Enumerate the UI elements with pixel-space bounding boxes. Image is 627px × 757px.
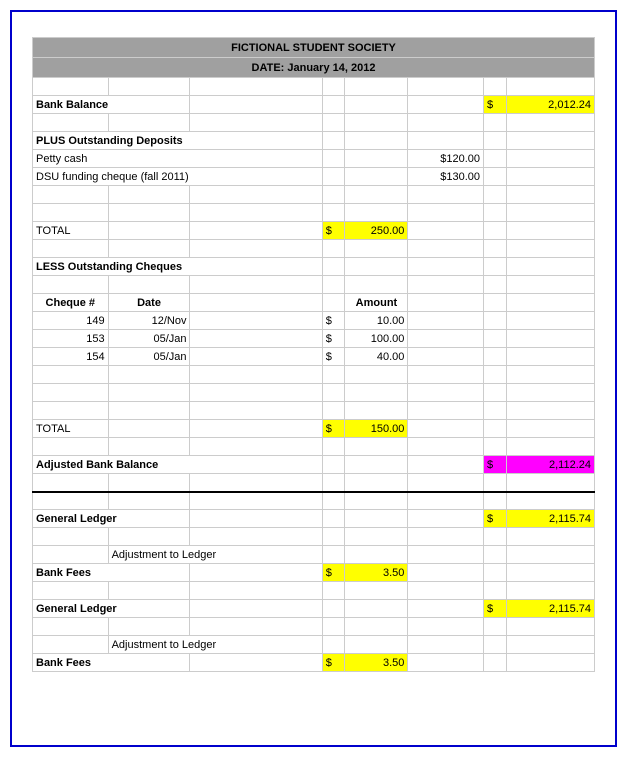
adjusted-currency: $ [484, 456, 507, 474]
blank-row [33, 114, 595, 132]
cheque-currency: $ [322, 330, 345, 348]
cheque-date: 05/Jan [108, 348, 190, 366]
ledger-label: General Ledger [33, 600, 190, 618]
cheques-heading: LESS Outstanding Cheques [33, 258, 323, 276]
spreadsheet-table: FICTIONAL STUDENT SOCIETY DATE: January … [32, 37, 595, 672]
title-cell: FICTIONAL STUDENT SOCIETY [33, 38, 595, 58]
ledger-value: 2,115.74 [506, 510, 594, 528]
bank-fees-row: Bank Fees $ 3.50 [33, 654, 595, 672]
date-row: DATE: January 14, 2012 [33, 58, 595, 78]
bank-balance-value: 2,012.24 [506, 96, 594, 114]
deposits-total-row: TOTAL $ 250.00 [33, 222, 595, 240]
ledger-currency: $ [484, 510, 507, 528]
cheque-date: 12/Nov [108, 312, 190, 330]
deposits-total-label: TOTAL [33, 222, 109, 240]
blank-row [33, 276, 595, 294]
cheque-amount: 40.00 [345, 348, 408, 366]
col-cheque-num: Cheque # [33, 294, 109, 312]
blank-row [33, 240, 595, 258]
cheque-amount: 10.00 [345, 312, 408, 330]
deposit-label: DSU funding cheque (fall 2011) [33, 168, 323, 186]
title-row: FICTIONAL STUDENT SOCIETY [33, 38, 595, 58]
cheques-header-row: Cheque # Date Amount [33, 294, 595, 312]
deposits-total-value: 250.00 [345, 222, 408, 240]
adjusted-value: 2,112.24 [506, 456, 594, 474]
adjustment-row: Adjustment to Ledger [33, 546, 595, 564]
deposit-row: DSU funding cheque (fall 2011) $130.00 [33, 168, 595, 186]
cheques-total-currency: $ [322, 420, 345, 438]
general-ledger-row: General Ledger $ 2,115.74 [33, 600, 595, 618]
deposits-total-currency: $ [322, 222, 345, 240]
adjusted-balance-row: Adjusted Bank Balance $ 2,112.24 [33, 456, 595, 474]
cheque-date: 05/Jan [108, 330, 190, 348]
cheque-currency: $ [322, 348, 345, 366]
blank-row [33, 384, 595, 402]
bank-fees-label: Bank Fees [33, 654, 190, 672]
ledger-value: 2,115.74 [506, 600, 594, 618]
bank-fees-row: Bank Fees $ 3.50 [33, 564, 595, 582]
cheque-currency: $ [322, 312, 345, 330]
cheque-row: 154 05/Jan $ 40.00 [33, 348, 595, 366]
bank-balance-label: Bank Balance [33, 96, 190, 114]
blank-row [33, 366, 595, 384]
deposit-row: Petty cash $120.00 [33, 150, 595, 168]
deposits-heading: PLUS Outstanding Deposits [33, 132, 323, 150]
blank-row [33, 582, 595, 600]
deposits-heading-row: PLUS Outstanding Deposits [33, 132, 595, 150]
bank-fees-value: 3.50 [345, 564, 408, 582]
blank-row [33, 186, 595, 204]
cheque-row: 149 12/Nov $ 10.00 [33, 312, 595, 330]
col-amount: Amount [345, 294, 408, 312]
col-date: Date [108, 294, 190, 312]
cheques-total-label: TOTAL [33, 420, 109, 438]
bank-fees-label: Bank Fees [33, 564, 190, 582]
deposit-value: $130.00 [408, 168, 484, 186]
cheque-amount: 100.00 [345, 330, 408, 348]
bank-fees-currency: $ [322, 564, 345, 582]
bank-fees-currency: $ [322, 654, 345, 672]
blank-row [33, 438, 595, 456]
blank-row [33, 402, 595, 420]
cheque-row: 153 05/Jan $ 100.00 [33, 330, 595, 348]
document-page: FICTIONAL STUDENT SOCIETY DATE: January … [10, 10, 617, 747]
cheques-heading-row: LESS Outstanding Cheques [33, 258, 595, 276]
blank-row [33, 78, 595, 96]
adjustment-row: Adjustment to Ledger [33, 636, 595, 654]
deposit-value: $120.00 [408, 150, 484, 168]
adjustment-label: Adjustment to Ledger [108, 546, 322, 564]
bank-balance-row: Bank Balance $ 2,012.24 [33, 96, 595, 114]
blank-row [33, 204, 595, 222]
cheque-num: 149 [33, 312, 109, 330]
separator-row [33, 474, 595, 492]
ledger-currency: $ [484, 600, 507, 618]
adjustment-label: Adjustment to Ledger [108, 636, 322, 654]
deposit-label: Petty cash [33, 150, 323, 168]
cheque-num: 153 [33, 330, 109, 348]
blank-row [33, 528, 595, 546]
blank-row [33, 492, 595, 510]
adjusted-label: Adjusted Bank Balance [33, 456, 323, 474]
ledger-label: General Ledger [33, 510, 190, 528]
blank-row [33, 618, 595, 636]
cheques-total-value: 150.00 [345, 420, 408, 438]
bank-fees-value: 3.50 [345, 654, 408, 672]
bank-balance-currency: $ [484, 96, 507, 114]
cheque-num: 154 [33, 348, 109, 366]
cheques-total-row: TOTAL $ 150.00 [33, 420, 595, 438]
date-cell: DATE: January 14, 2012 [33, 58, 595, 78]
general-ledger-row: General Ledger $ 2,115.74 [33, 510, 595, 528]
